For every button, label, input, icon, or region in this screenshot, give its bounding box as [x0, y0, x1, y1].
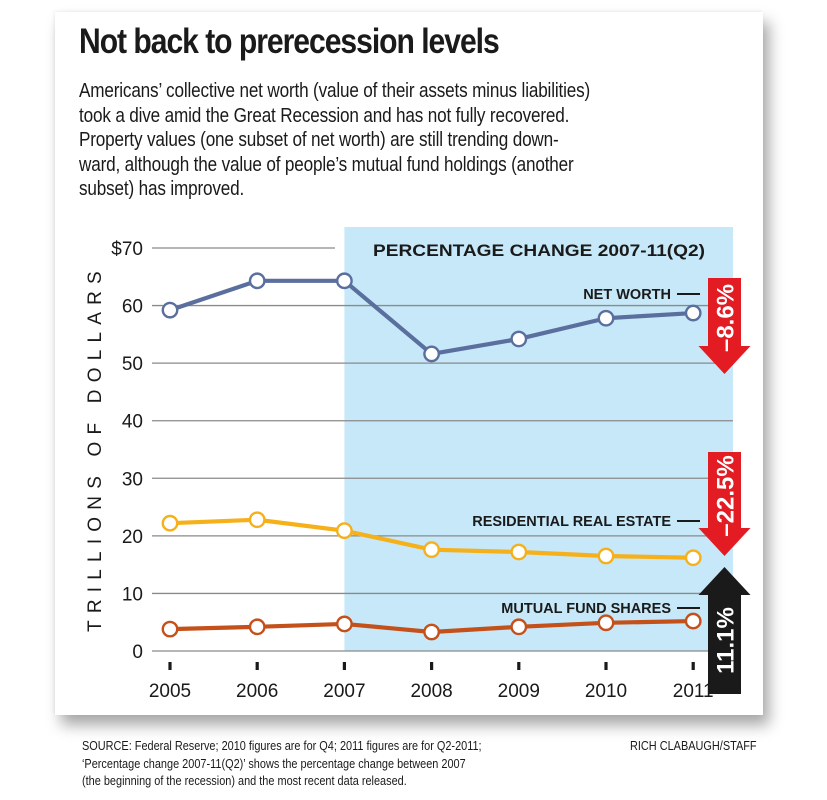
credit-line: RICH CLABAUGH/STAFF — [630, 738, 757, 753]
series-label: MUTUAL FUND SHARES — [501, 601, 671, 617]
y-tick-label: $70 — [111, 239, 143, 260]
y-axis-label: TRILLIONS OF DOLLARS — [85, 264, 106, 632]
x-tick — [691, 662, 695, 670]
source-note: SOURCE: Federal Reserve; 2010 figures ar… — [82, 737, 636, 790]
y-tick-label: 40 — [122, 412, 143, 433]
percent-change-label: –8.6% — [713, 284, 740, 352]
x-tick — [342, 662, 346, 670]
shaded-region — [344, 227, 733, 651]
data-point — [510, 543, 528, 561]
x-tick-label: 2011 — [673, 681, 714, 702]
data-point — [161, 514, 179, 532]
x-tick — [255, 662, 259, 670]
y-tick-label: 0 — [132, 642, 143, 663]
data-point — [335, 522, 353, 540]
y-tick-label: 30 — [122, 469, 143, 490]
series-net-worth — [161, 272, 702, 363]
x-tick — [430, 662, 434, 670]
x-ticks: 2005 2006 2007 2008 2009 2010 2011 — [149, 662, 714, 702]
data-point — [684, 549, 702, 567]
intro-line: subset) has improved. — [79, 177, 245, 200]
x-tick-label: 2010 — [585, 681, 627, 702]
data-point — [510, 618, 528, 636]
intro-line: ward, although the value of people’s mut… — [79, 152, 574, 176]
intro-text: Americans’ collective net worth (value o… — [79, 79, 748, 202]
data-point — [597, 614, 615, 632]
data-point — [248, 618, 266, 636]
percent-change-label: 11.1% — [713, 607, 740, 674]
series-lines — [161, 272, 702, 641]
intro-line: Americans’ collective net worth (value o… — [79, 79, 591, 102]
data-point — [510, 330, 528, 348]
data-point — [684, 304, 702, 322]
data-point — [597, 547, 615, 565]
intro-line: took a dive amid the Great Recession and… — [79, 103, 570, 127]
percent-change-label: –22.5% — [713, 455, 740, 536]
y-tick-label: 50 — [122, 354, 143, 375]
x-tick — [604, 662, 608, 670]
x-tick-label: 2008 — [410, 681, 452, 702]
series-label: RESIDENTIAL REAL ESTATE — [472, 514, 671, 530]
x-tick-label: 2006 — [236, 681, 278, 702]
chart-title: Not back to prerecession levels — [79, 22, 500, 61]
data-point — [335, 615, 353, 633]
data-point — [335, 272, 353, 290]
series-labels: NET WORTH RESIDENTIAL REAL ESTATE MUTUAL F… — [472, 287, 700, 617]
series-mutual-fund-shares — [161, 612, 702, 641]
x-tick — [517, 662, 521, 670]
data-point — [248, 272, 266, 290]
y-tick-label: 10 — [122, 584, 143, 605]
data-point — [423, 541, 440, 559]
source-line: SOURCE: Federal Reserve; 2010 figures ar… — [82, 738, 482, 753]
series-residential-real-estate — [161, 511, 702, 567]
x-tick — [168, 662, 172, 670]
series-label: NET WORTH — [583, 287, 671, 303]
shaded-region-label: PERCENTAGE CHANGE 2007-11(Q2) — [373, 241, 705, 260]
up-arrow-icon: 11.1% — [698, 567, 751, 694]
data-point — [161, 301, 179, 319]
down-arrow-icon: –22.5% — [698, 452, 751, 556]
source-line: (the beginning of the recession) and the… — [82, 773, 407, 788]
arrow-shape — [698, 452, 751, 556]
y-tick-label: 60 — [122, 297, 143, 318]
x-tick-label: 2005 — [149, 681, 191, 702]
source-line: ‘Percentage change 2007-11(Q2)’ shows th… — [82, 755, 466, 771]
arrow-shape — [698, 567, 751, 694]
down-arrow-icon: –8.6% — [698, 278, 751, 374]
gridlines — [152, 247, 733, 652]
y-tick-labels: 0 10 20 30 40 50 60 $70 — [111, 239, 143, 663]
x-tick-label: 2009 — [498, 681, 540, 702]
change-arrows: –8.6% –22.5% 11.1% — [698, 278, 751, 694]
data-point — [423, 345, 440, 363]
data-point — [248, 511, 266, 529]
arrow-shape — [698, 278, 751, 374]
data-point — [684, 612, 702, 630]
y-tick-label: 20 — [122, 527, 143, 548]
data-point — [597, 309, 615, 327]
data-point — [161, 620, 179, 638]
x-tick-label: 2007 — [323, 681, 365, 702]
data-point — [423, 623, 440, 641]
intro-line: Property values (one subset of net worth… — [79, 128, 559, 151]
